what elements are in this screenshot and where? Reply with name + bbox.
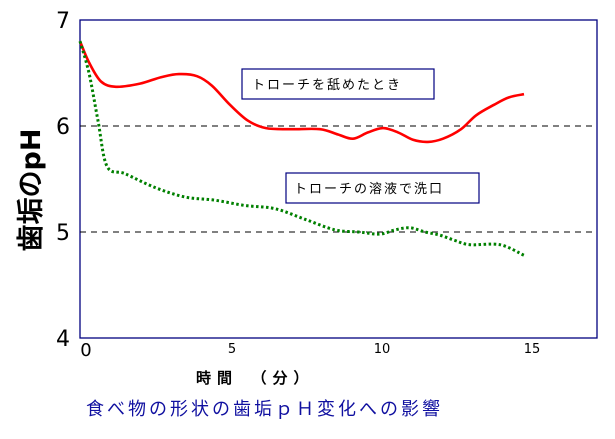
chart-caption: 食べ物の形状の歯垢ｐＨ変化への影響 <box>86 399 443 420</box>
annotation-rinse-text: トローチの溶液で洗口 <box>294 182 444 197</box>
y-tick-labels: 4 5 6 7 <box>56 9 70 352</box>
series-layer <box>78 40 525 257</box>
x-tick-labels: 0 5 10 15 <box>80 340 540 361</box>
series-line-1 <box>78 40 525 257</box>
y-axis-label: 歯垢のpH <box>16 129 47 252</box>
annotation-licking: トローチを舐めたとき <box>241 68 435 100</box>
y-tick-label: 4 <box>56 327 70 352</box>
y-tick-label: 6 <box>56 115 70 140</box>
x-tick-label: 0 <box>80 340 91 361</box>
plot-frame <box>79 19 598 339</box>
x-axis-label: 時間 （分） <box>196 369 315 387</box>
annotation-rinse: トローチの溶液で洗口 <box>285 172 480 204</box>
y-tick-label: 7 <box>56 9 70 34</box>
y-tick-label: 5 <box>56 221 70 246</box>
annotation-rinse-box <box>285 172 480 204</box>
series-line-0 <box>78 40 525 144</box>
x-tick-label: 15 <box>524 342 541 357</box>
annotation-licking-text: トローチを舐めたとき <box>252 78 402 93</box>
x-tick-label: 10 <box>374 342 391 357</box>
annotation-licking-box <box>241 68 435 100</box>
x-tick-label: 5 <box>228 342 236 357</box>
